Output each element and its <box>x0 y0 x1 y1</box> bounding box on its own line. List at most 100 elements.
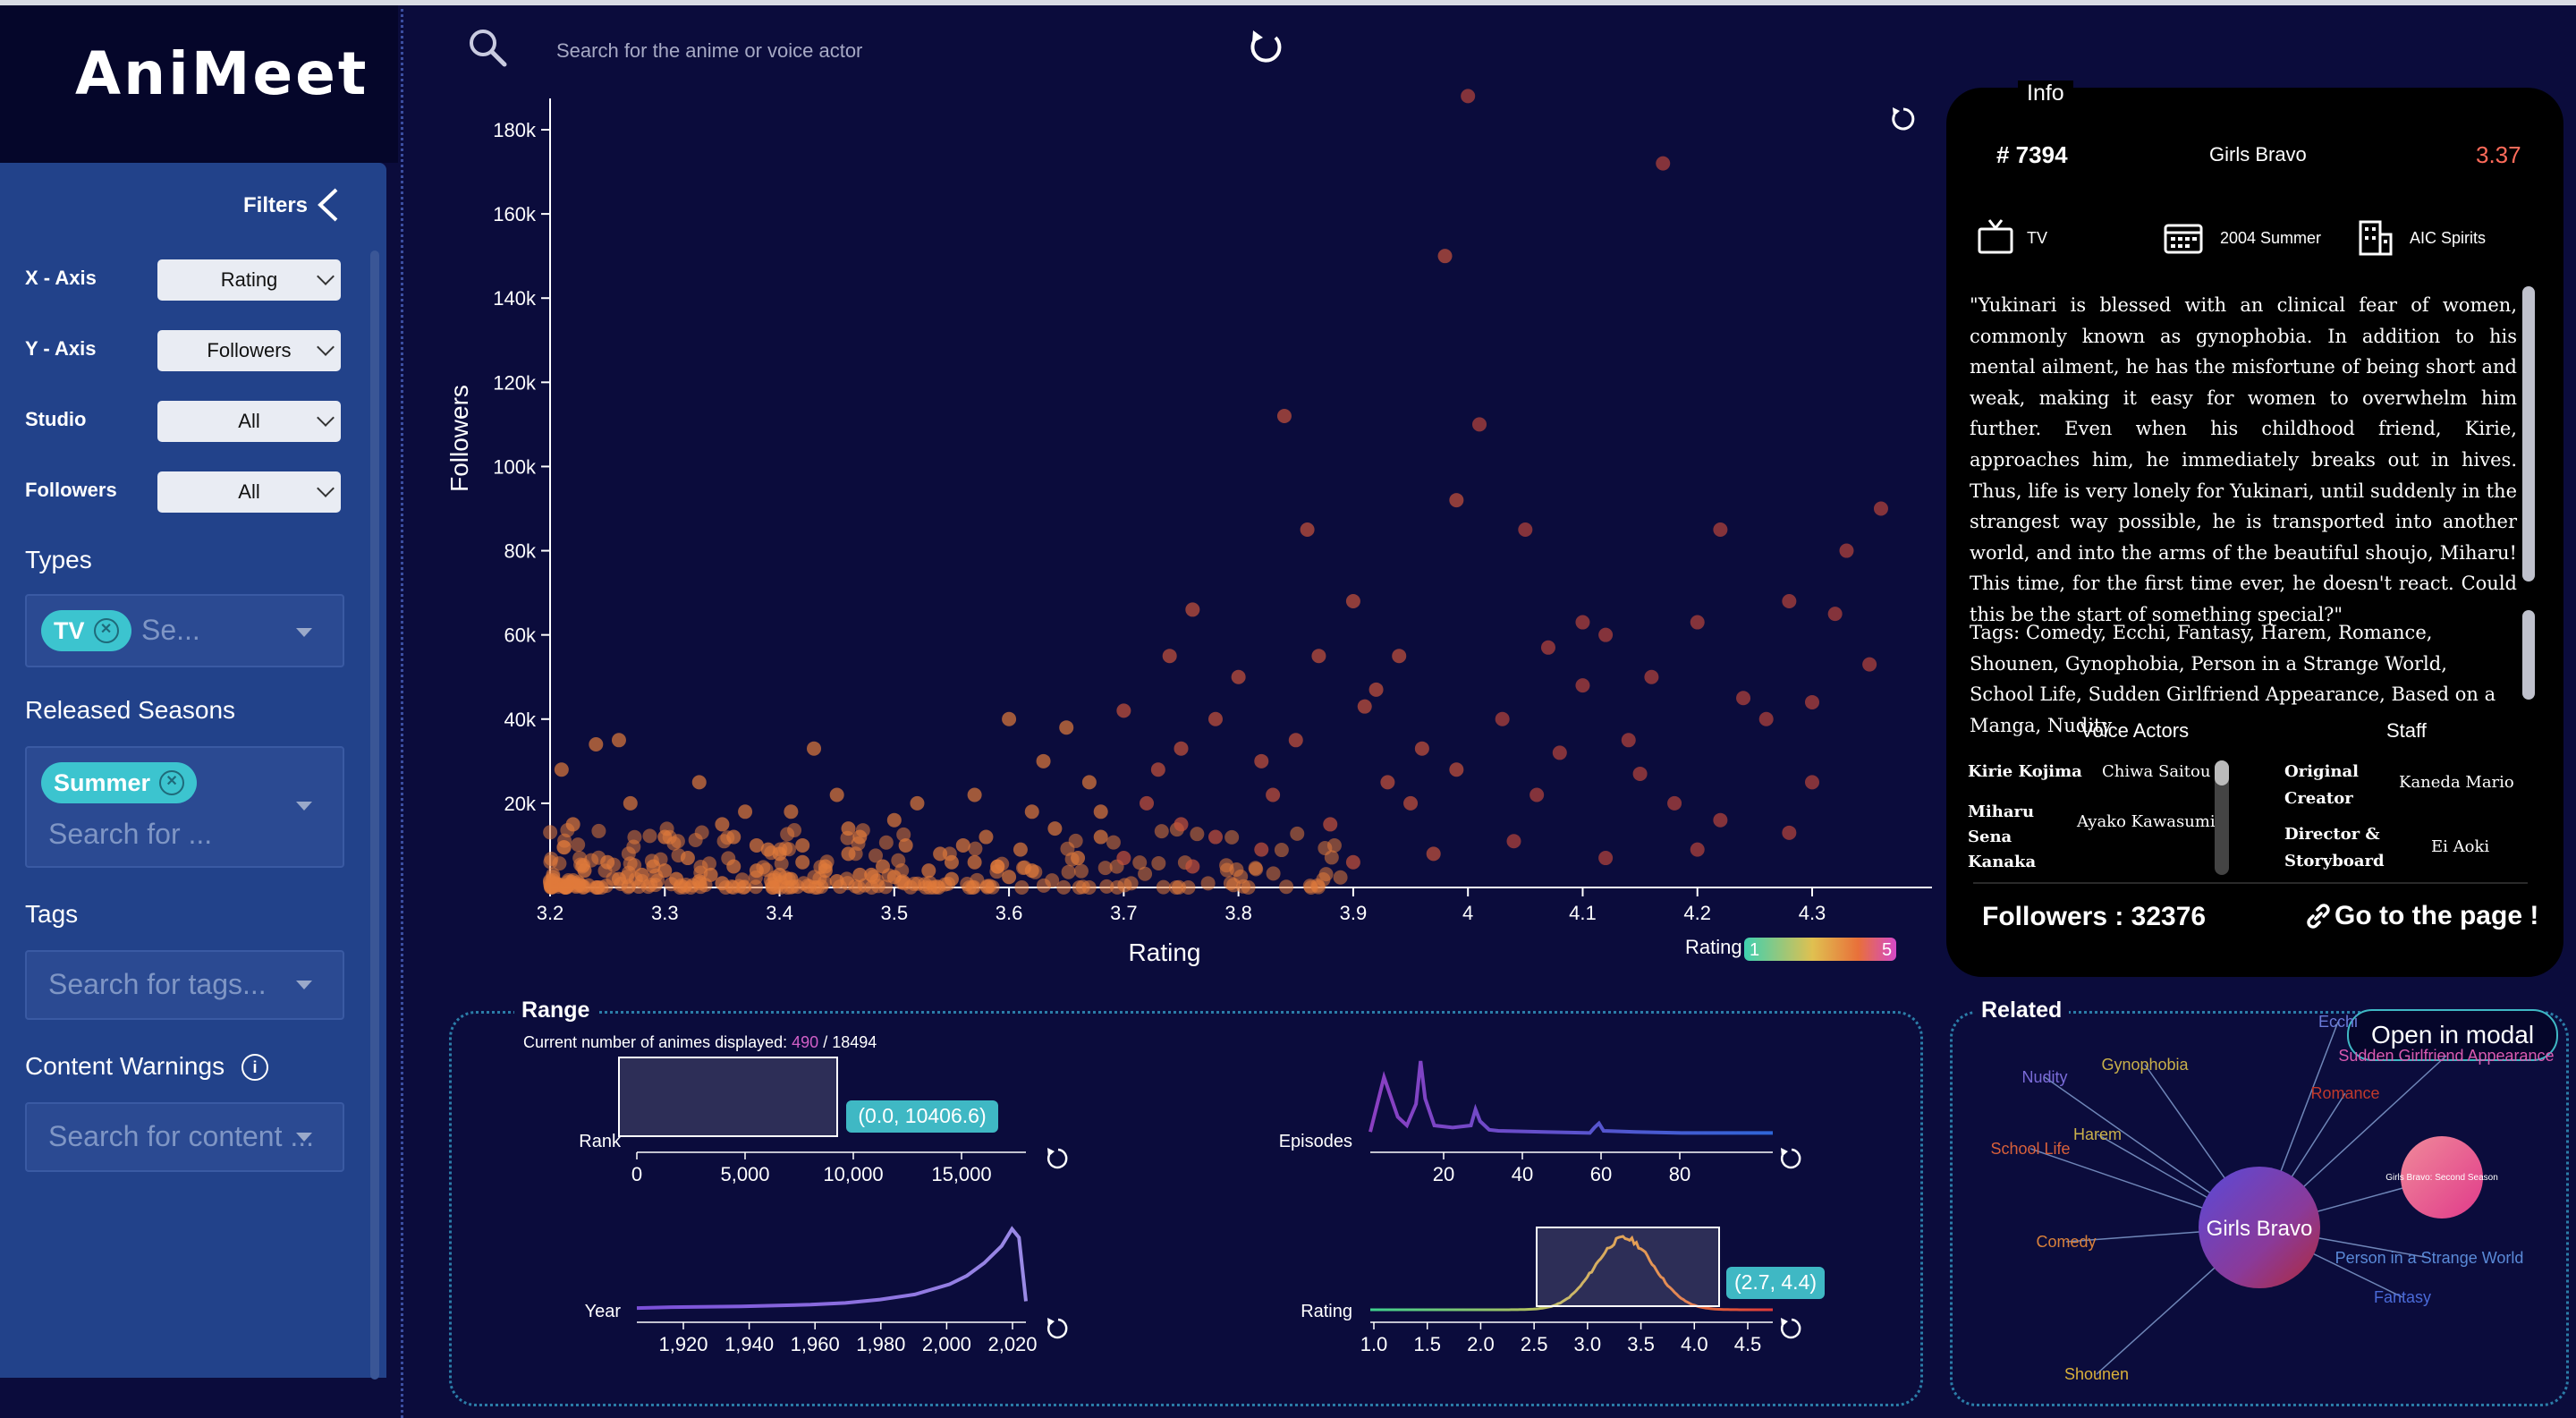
scatter-point[interactable] <box>1540 640 1555 655</box>
dropdown-arrow-icon[interactable] <box>296 802 312 811</box>
reset-episodes-icon[interactable] <box>1780 1148 1801 1169</box>
scatter-point[interactable] <box>571 837 586 853</box>
scatter-point[interactable] <box>577 863 592 879</box>
scatter-point[interactable] <box>1081 775 1097 790</box>
related-tag-label[interactable]: School Life <box>1990 1140 2070 1158</box>
scatter-point[interactable] <box>726 829 741 845</box>
sidebar-scrollbar[interactable] <box>370 250 379 1380</box>
scatter-point[interactable] <box>869 848 884 863</box>
scatter-point[interactable] <box>1248 861 1263 876</box>
scatter-point[interactable] <box>968 841 983 856</box>
scatter-point[interactable] <box>1736 691 1751 706</box>
scatter-point[interactable] <box>1449 762 1464 777</box>
scatter-point[interactable] <box>1805 694 1819 709</box>
types-search-placeholder[interactable]: Se... <box>141 614 200 646</box>
scatter-point[interactable] <box>1552 745 1567 760</box>
scatter-point[interactable] <box>1575 615 1590 630</box>
types-multiselect[interactable]: TV ✕ Se... <box>25 594 344 667</box>
scatter-point[interactable] <box>691 873 707 888</box>
scatter-point[interactable] <box>1276 408 1292 423</box>
scatter-point[interactable] <box>918 879 933 895</box>
scatter-point[interactable] <box>1827 607 1843 622</box>
scatter-point[interactable] <box>852 867 868 882</box>
scatter-point[interactable] <box>1200 876 1216 891</box>
reset-rating-icon[interactable] <box>1780 1318 1801 1339</box>
scatter-point[interactable] <box>1254 753 1269 768</box>
scatter-point[interactable] <box>1345 594 1360 609</box>
scatter-point[interactable] <box>544 851 559 866</box>
scatter-point[interactable] <box>1132 855 1148 870</box>
season-chip[interactable]: Summer ✕ <box>41 762 198 803</box>
scatter-point[interactable] <box>864 867 879 882</box>
scatter-point[interactable] <box>1002 711 1017 726</box>
seasons-search-placeholder[interactable]: Search for ... <box>48 818 213 850</box>
scatter-point[interactable] <box>1644 669 1659 684</box>
scatter-point[interactable] <box>1782 825 1797 840</box>
scatter-point[interactable] <box>1839 543 1854 558</box>
scatter-point[interactable] <box>646 859 661 874</box>
reset-zoom-icon[interactable] <box>1892 107 1915 131</box>
scatter-point[interactable] <box>1667 795 1682 811</box>
scatter-point[interactable] <box>1326 838 1342 853</box>
go-to-page-link[interactable]: Go to the page ! <box>2302 900 2538 932</box>
scatter-point[interactable] <box>611 733 626 748</box>
related-graph[interactable]: Ecchi Nudity Gynophobia Sudden Girlfriend A… <box>1950 1011 2563 1401</box>
tags-multiselect[interactable]: Search for tags... <box>25 950 344 1020</box>
scatter-point[interactable] <box>1162 649 1177 664</box>
scatter-point[interactable] <box>1873 501 1888 516</box>
scatter-point[interactable] <box>565 817 580 832</box>
followers-select[interactable]: All <box>157 471 341 513</box>
scatter-point[interactable] <box>669 871 684 887</box>
scatter-point[interactable] <box>1254 842 1269 857</box>
dropdown-arrow-icon[interactable] <box>296 1133 312 1142</box>
scatter-point[interactable] <box>627 858 642 873</box>
scatter-point[interactable] <box>1266 866 1281 881</box>
scatter-point[interactable] <box>1598 627 1614 642</box>
scatter-point[interactable] <box>1116 851 1131 866</box>
scatter-point[interactable] <box>944 854 959 870</box>
scatter-point[interactable] <box>1226 878 1241 893</box>
scatter-point[interactable] <box>749 863 764 879</box>
scatter-point[interactable] <box>1266 787 1281 802</box>
scatter-point[interactable] <box>921 863 936 879</box>
scatter-point[interactable] <box>903 879 919 895</box>
synopsis-scrollbar[interactable] <box>2522 286 2535 582</box>
scatter-point[interactable] <box>1138 866 1153 881</box>
scatter-point[interactable] <box>1060 841 1075 856</box>
scatter-point[interactable] <box>795 854 810 870</box>
scatter-point[interactable] <box>1449 493 1464 508</box>
scatter-point[interactable] <box>680 851 695 866</box>
scatter-point[interactable] <box>1013 842 1028 857</box>
scatter-point[interactable] <box>591 823 606 838</box>
scatter-point[interactable] <box>691 775 707 790</box>
scatter-point[interactable] <box>878 835 894 850</box>
scatter-point[interactable] <box>1805 775 1819 790</box>
related-tag-label[interactable]: Ecchi <box>2318 1013 2358 1031</box>
scatter-point[interactable] <box>1181 879 1196 895</box>
scatter-point[interactable] <box>1059 720 1074 735</box>
scatter-point[interactable] <box>1713 522 1728 538</box>
scatter-point[interactable] <box>933 846 948 862</box>
scatter-point[interactable] <box>1437 249 1453 264</box>
scatter-point[interactable] <box>1288 733 1303 748</box>
scatter-point[interactable] <box>1598 851 1614 866</box>
tags-scrollbar[interactable] <box>2522 610 2535 700</box>
range-charts[interactable]: Rank 0 5,000 10,000 15,000 (0.0, 10406.6) E… <box>449 1011 1918 1401</box>
scatter-point[interactable] <box>1311 649 1326 664</box>
scatter-point[interactable] <box>1318 867 1334 882</box>
scatter-point[interactable] <box>1117 878 1132 893</box>
dropdown-arrow-icon[interactable] <box>296 981 312 989</box>
scatter-point[interactable] <box>1047 821 1063 836</box>
scatter-point[interactable] <box>1324 850 1339 865</box>
scatter-point[interactable] <box>1073 863 1089 879</box>
scatter-point[interactable] <box>738 804 753 819</box>
scatter-point[interactable] <box>979 829 994 845</box>
scatter-point[interactable] <box>623 795 638 811</box>
scatter-point[interactable] <box>1300 522 1315 538</box>
scatter-point[interactable] <box>795 837 810 853</box>
scatter-point[interactable] <box>962 880 977 895</box>
scatter-point[interactable] <box>600 854 615 870</box>
rank-brush[interactable] <box>618 1057 838 1137</box>
dropdown-arrow-icon[interactable] <box>296 628 312 637</box>
scatter-point[interactable] <box>1495 711 1510 726</box>
